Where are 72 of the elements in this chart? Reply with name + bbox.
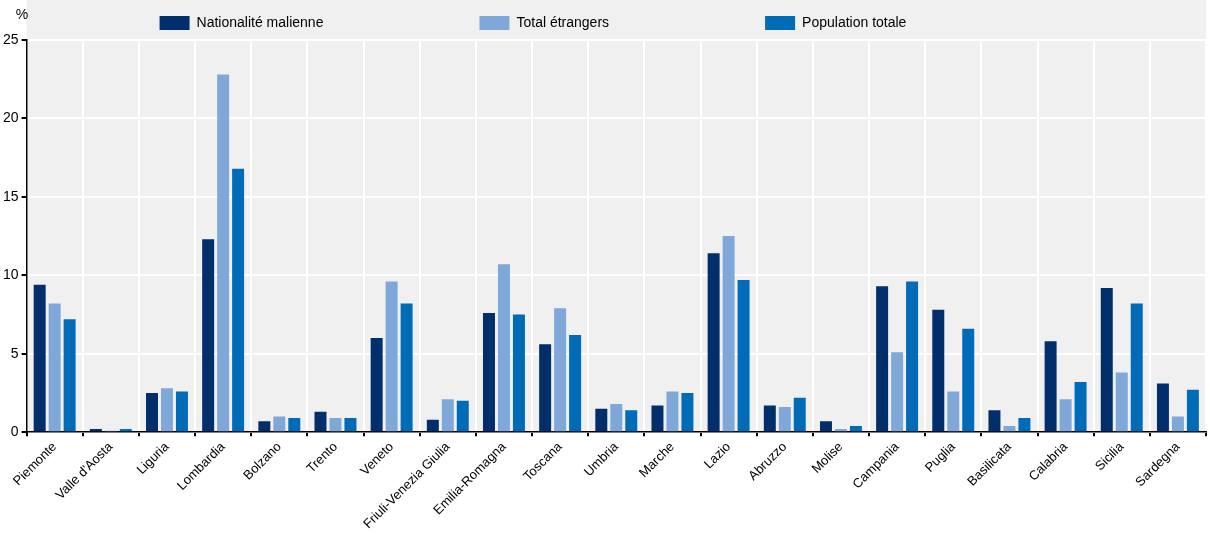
legend-label: Population totale	[802, 13, 1047, 30]
bar	[625, 410, 638, 432]
y-tick-label: 10	[2, 266, 19, 283]
bar	[512, 314, 525, 432]
bar	[146, 393, 158, 432]
bar	[651, 405, 664, 432]
bar	[1171, 416, 1184, 432]
bar	[722, 236, 735, 432]
bar	[175, 391, 188, 432]
bar	[891, 352, 904, 432]
bar	[456, 400, 469, 432]
y-tick-label: 20	[2, 109, 19, 126]
bar	[1059, 399, 1072, 432]
bar	[1130, 303, 1143, 432]
bar	[288, 418, 301, 432]
bar	[778, 407, 791, 432]
bar	[33, 284, 46, 432]
bar	[1074, 382, 1087, 432]
bar	[554, 308, 567, 432]
bar	[441, 399, 454, 432]
bar	[258, 421, 271, 432]
bar	[763, 405, 776, 432]
bar	[681, 393, 694, 432]
bar	[793, 397, 806, 432]
bar	[202, 239, 215, 432]
bar	[497, 264, 510, 432]
bar	[834, 429, 847, 432]
bar	[1186, 389, 1199, 432]
bar	[1018, 418, 1031, 432]
bar	[962, 328, 975, 432]
legend-label: Total étrangers	[516, 13, 750, 30]
bar	[1115, 372, 1128, 432]
bar	[819, 421, 832, 432]
bar	[849, 425, 862, 432]
bar	[314, 411, 327, 432]
bar	[426, 419, 439, 432]
bar	[906, 281, 919, 432]
bar	[119, 429, 132, 432]
bar	[539, 344, 552, 432]
bar	[400, 303, 413, 432]
y-tick-label: 0	[10, 423, 19, 440]
bar	[160, 388, 173, 432]
bar	[273, 416, 286, 432]
bar	[232, 168, 245, 432]
bar	[876, 286, 889, 432]
bar	[329, 418, 342, 432]
bar	[48, 303, 61, 432]
bar	[569, 334, 582, 432]
y-tick-label: 5	[10, 344, 19, 361]
bar	[385, 281, 398, 432]
y-tick-label: 15	[2, 187, 19, 204]
bar	[595, 408, 608, 432]
bar	[482, 312, 495, 432]
bar	[370, 338, 383, 432]
bar	[988, 410, 1001, 432]
bar	[737, 280, 750, 432]
bar	[1003, 425, 1016, 432]
bar	[1100, 287, 1113, 432]
bar	[89, 429, 102, 432]
legend-label: Nationalité malienne	[196, 13, 464, 30]
bar	[1156, 383, 1169, 432]
y-tick-label: 25	[2, 30, 19, 47]
bar	[610, 403, 623, 432]
bar	[947, 391, 960, 432]
bar	[344, 418, 357, 432]
y-axis-title: %	[15, 5, 29, 22]
bar	[217, 74, 230, 432]
bar	[932, 309, 945, 432]
bar	[63, 319, 76, 432]
bar	[707, 253, 720, 432]
bar	[666, 391, 679, 432]
bar	[1044, 341, 1057, 432]
